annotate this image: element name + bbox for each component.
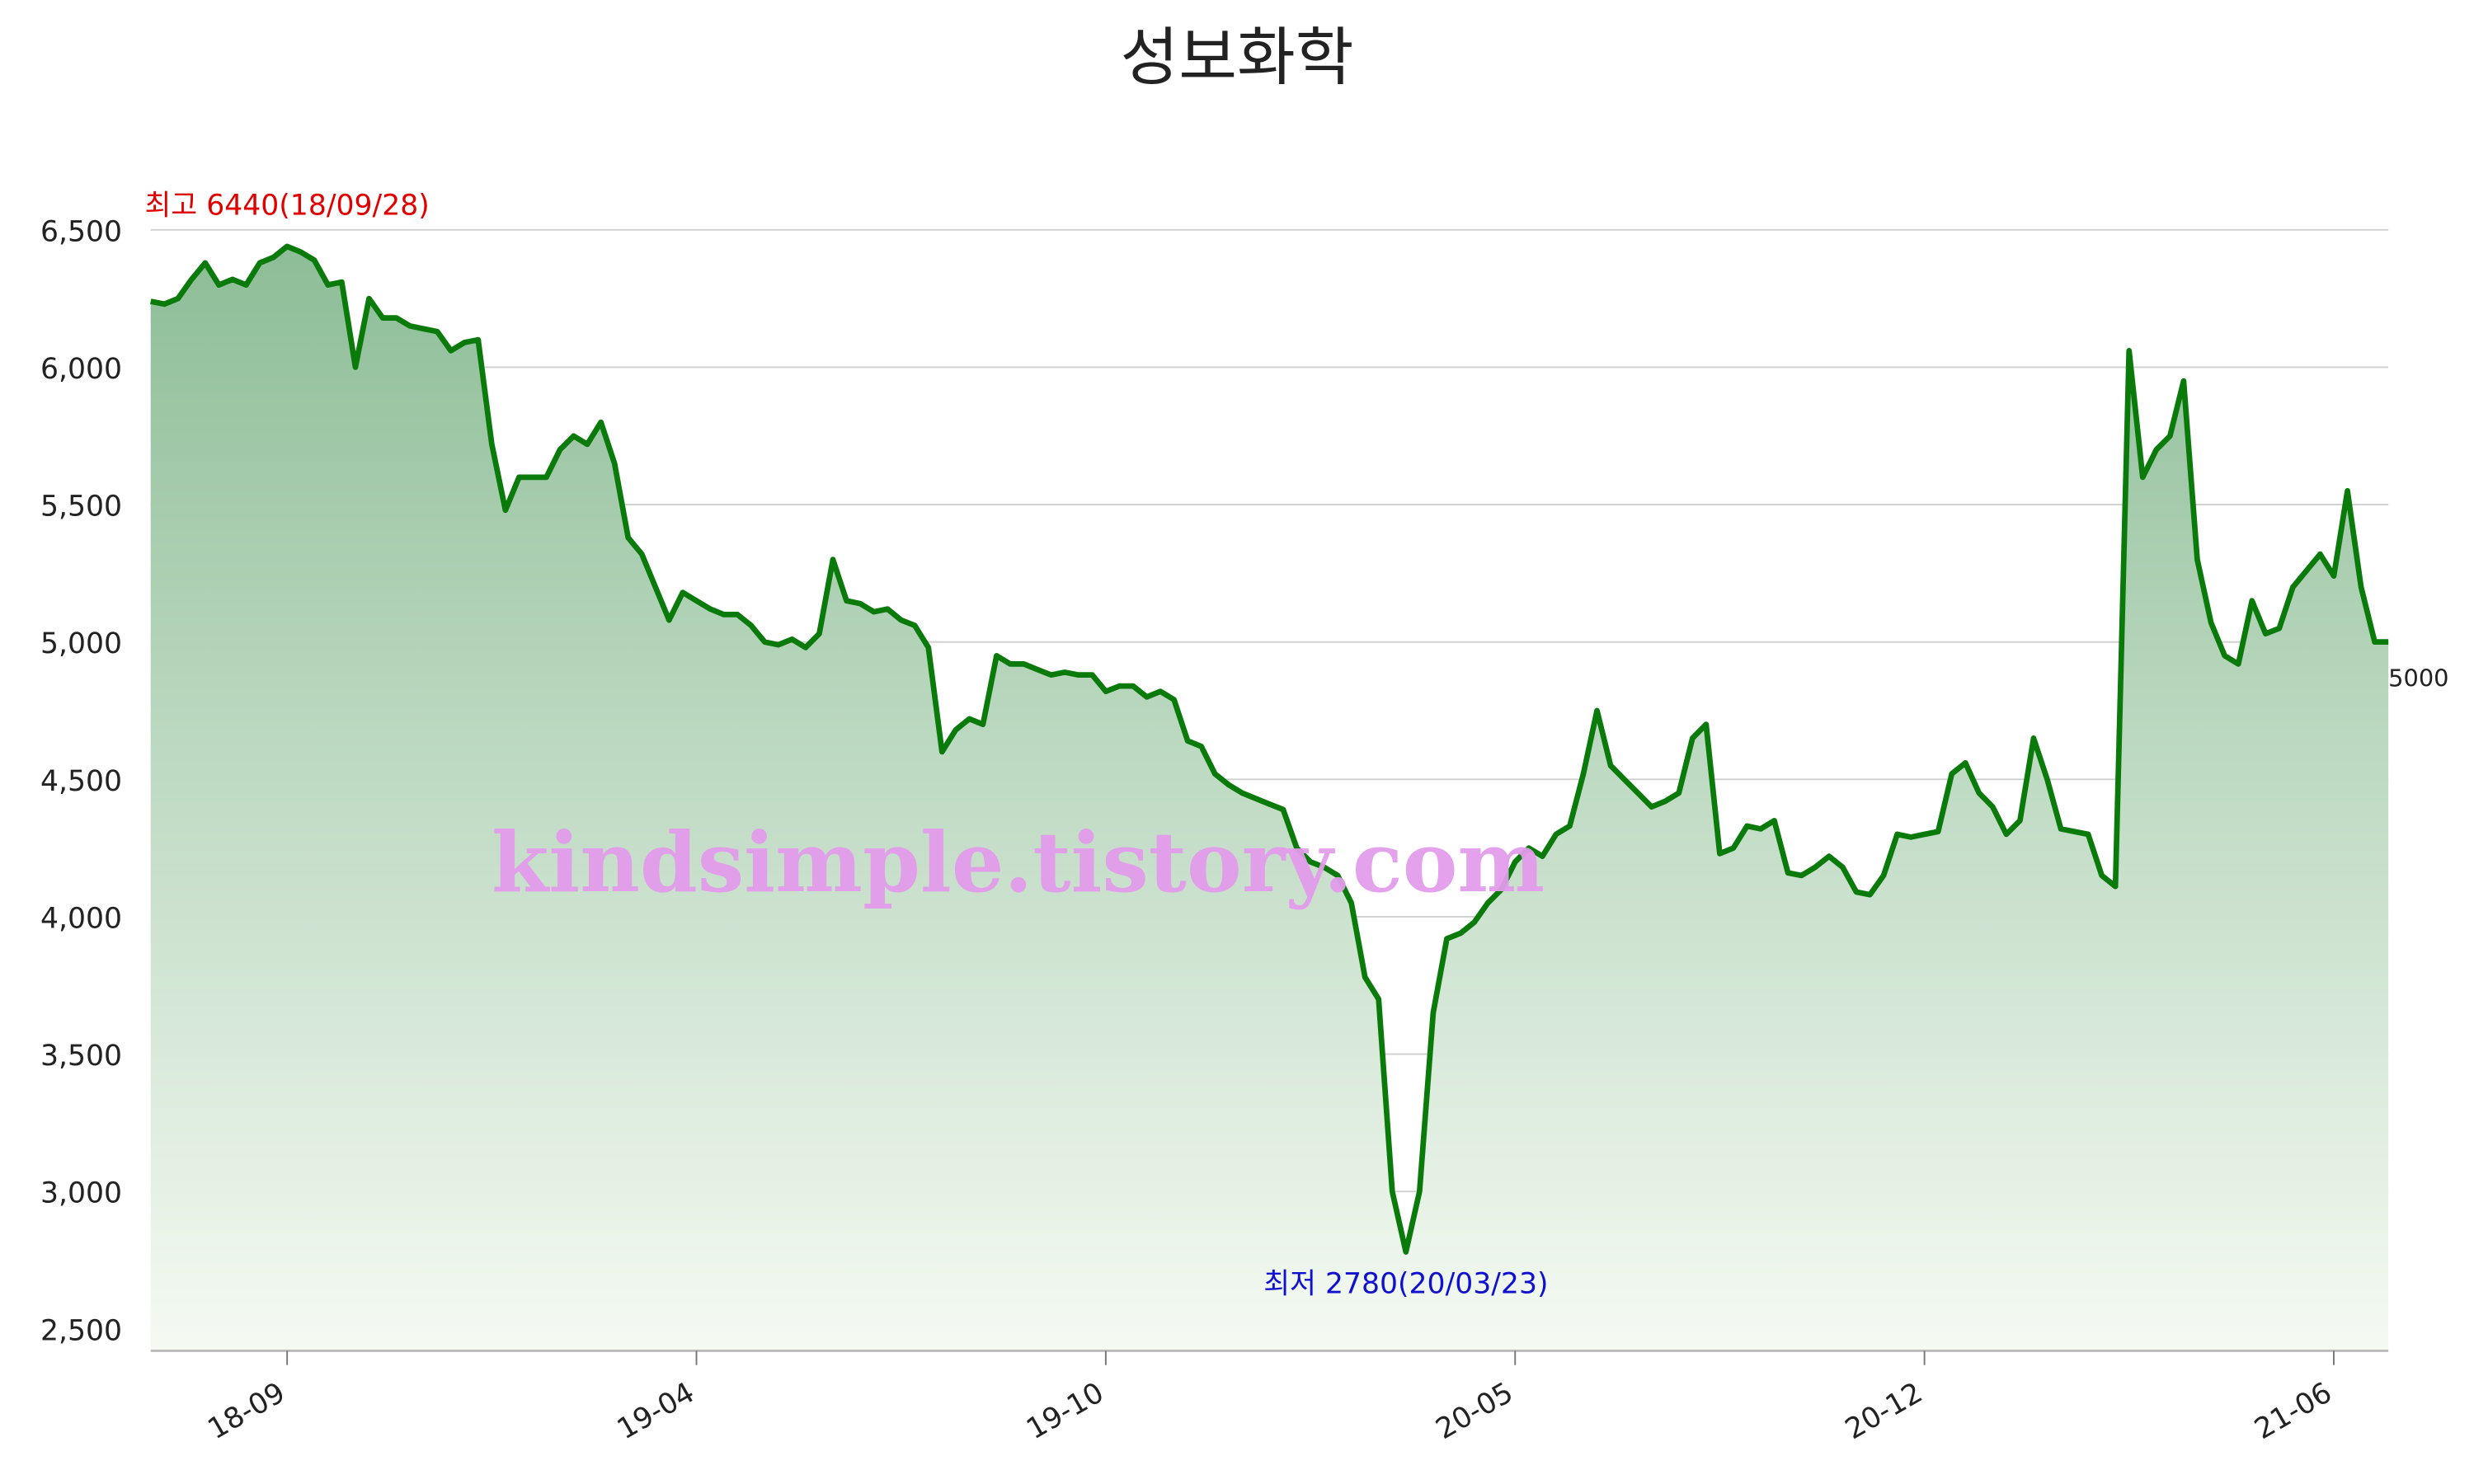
x-tick-label: 19-10 [1021, 1376, 1109, 1446]
x-tick-label: 20-05 [1431, 1376, 1519, 1446]
x-tick-label: 21-06 [2249, 1376, 2337, 1446]
y-tick-label: 6,000 [40, 353, 122, 386]
area-fill [150, 246, 2389, 1351]
y-tick-label: 3,500 [40, 1040, 122, 1073]
y-tick-label: 6,500 [40, 215, 122, 248]
y-tick-label: 5,500 [40, 491, 122, 524]
annotation: 최저 2780(20/03/23) [1263, 1267, 1548, 1300]
last-value-label: 5000 [2388, 665, 2448, 693]
x-tick-label: 20-12 [1840, 1376, 1928, 1446]
watermark: kindsimple.tistory.com [492, 814, 1545, 911]
chart-title: 성보화학 [1120, 21, 1353, 95]
y-tick-label: 5,000 [40, 627, 122, 660]
y-tick-label: 4,500 [40, 765, 122, 798]
y-tick-label: 4,000 [40, 902, 122, 935]
x-tick-label: 18-09 [203, 1376, 291, 1446]
y-tick-label: 3,000 [40, 1177, 122, 1210]
y-tick-label: 2,500 [40, 1314, 122, 1347]
price-line [150, 243, 2389, 1255]
annotation: 최고 6440(18/09/28) [145, 189, 430, 222]
x-tick-label: 19-04 [612, 1376, 700, 1446]
